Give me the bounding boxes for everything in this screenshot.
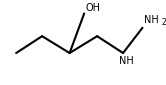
Text: 2: 2: [161, 18, 166, 27]
Text: NH: NH: [144, 15, 159, 25]
Text: NH: NH: [119, 56, 134, 66]
Text: OH: OH: [86, 3, 101, 13]
